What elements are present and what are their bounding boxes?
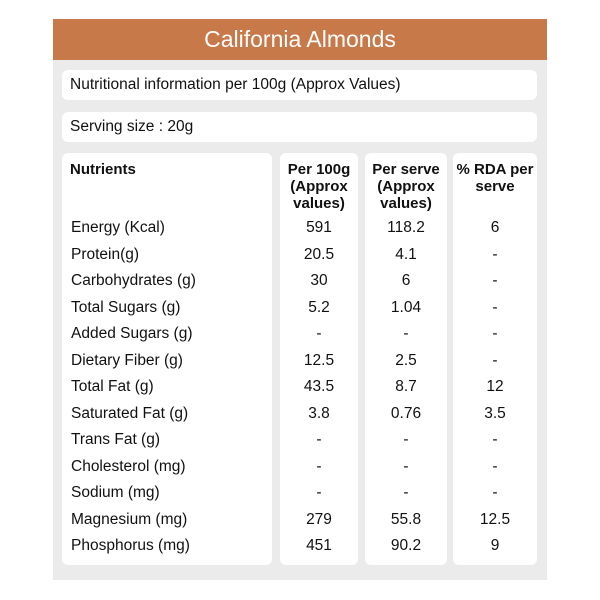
column-box [453,153,537,565]
nutrient-name: Dietary Fiber (g) [71,351,183,369]
value-cell: 43.5 [303,378,335,395]
nutrient-name: Carbohydrates (g) [71,272,196,289]
value-cell: - [492,245,498,263]
column-header: Nutrients [70,161,136,178]
value-cell: 3.5 [484,404,506,422]
value-cell: 451 [306,537,332,554]
value-cell: - [492,484,498,501]
value-cell: 12.5 [479,510,511,528]
nutrient-name: Phosphorus (mg) [71,537,190,554]
value-cell: 5.2 [308,298,330,316]
value-cell: 591 [306,219,332,236]
value-cell: 0.76 [390,404,422,422]
column-box [280,153,358,565]
nutrient-name: Added Sugars (g) [71,325,193,342]
value-cell: 279 [306,510,332,528]
column-box [365,153,447,565]
header: California Almonds [53,19,547,60]
value-cell: - [492,272,498,289]
value-cell: 9 [490,537,500,554]
column-box [62,153,272,565]
value-cell: 55.8 [390,510,422,528]
value-cell: 12.5 [303,351,335,369]
info-line: Nutritional information per 100g (Approx… [62,70,537,100]
value-cell: - [403,325,409,342]
value-cell: - [316,484,322,501]
nutrient-name: Protein(g) [71,245,140,263]
value-cell: 2.5 [395,351,417,369]
value-cell: - [316,325,322,342]
value-cell: 6 [401,272,411,289]
nutrient-name: Trans Fat (g) [71,431,160,448]
value-cell: - [316,431,322,448]
serving-line: Serving size : 20g [62,112,537,142]
nutrient-name: Saturated Fat (g) [71,404,189,422]
value-cell: 4.1 [395,245,417,263]
value-cell: - [492,351,498,369]
title: California Almonds [204,26,396,52]
value-cell: - [403,457,409,475]
value-cell: 12 [486,378,504,395]
value-cell: 30 [310,272,328,289]
value-cell: 90.2 [390,537,422,554]
value-cell: 6 [490,219,500,236]
value-cell: 3.8 [308,404,330,422]
value-cell: 20.5 [303,245,335,263]
value-cell: 1.04 [390,298,422,316]
nutrient-name: Cholesterol (mg) [71,457,186,475]
column-header: Per 100g (Approx values) [287,161,351,212]
value-cell: - [316,457,322,475]
value-cell: - [492,457,498,475]
value-cell: 118.2 [387,219,425,236]
nutrient-name: Magnesium (mg) [71,510,188,528]
nutrient-name: Total Sugars (g) [71,298,181,316]
column-header: Per serve (Approx values) [372,161,440,212]
nutrient-name: Total Fat (g) [71,378,154,395]
value-cell: 8.7 [395,378,417,395]
value-cell: - [492,325,498,342]
nutrient-name: Sodium (mg) [71,484,160,501]
value-cell: - [492,431,498,448]
value-cell: - [403,431,409,448]
nutrient-name: Energy (Kcal) [71,219,165,236]
value-cell: - [403,484,409,501]
column-header: % RDA per serve [456,161,534,195]
value-cell: - [492,298,498,316]
